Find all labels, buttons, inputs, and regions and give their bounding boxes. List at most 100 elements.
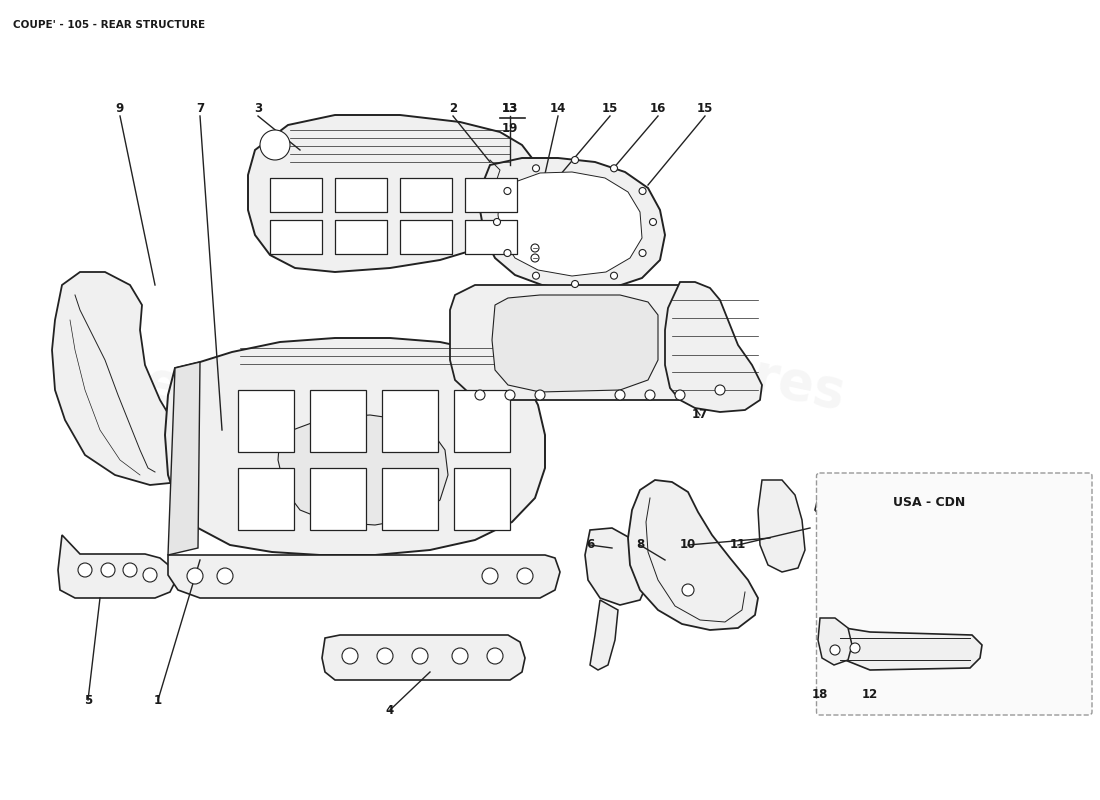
Bar [270, 178, 322, 212]
Bar [400, 178, 452, 212]
Bar [382, 468, 438, 530]
Circle shape [452, 648, 468, 664]
Text: 17: 17 [692, 409, 708, 422]
Circle shape [517, 568, 534, 584]
Circle shape [78, 563, 92, 577]
Bar [382, 390, 438, 452]
Text: 15: 15 [696, 102, 713, 114]
Circle shape [187, 568, 204, 584]
Polygon shape [666, 282, 762, 412]
Circle shape [572, 157, 579, 163]
Circle shape [639, 187, 646, 194]
Circle shape [475, 390, 485, 400]
Bar [238, 390, 294, 452]
Text: 13: 13 [502, 102, 518, 114]
Polygon shape [830, 628, 982, 670]
Polygon shape [585, 528, 648, 605]
Text: 1: 1 [154, 694, 162, 706]
Circle shape [217, 568, 233, 584]
Text: 3: 3 [254, 102, 262, 114]
Bar [465, 178, 517, 212]
Text: 19: 19 [502, 122, 518, 134]
Polygon shape [590, 600, 618, 670]
Bar [454, 390, 510, 452]
Circle shape [494, 218, 501, 226]
Polygon shape [212, 472, 230, 528]
Circle shape [487, 648, 503, 664]
Polygon shape [818, 618, 852, 665]
Bar [336, 220, 387, 254]
Polygon shape [52, 272, 195, 485]
Circle shape [101, 563, 116, 577]
Text: 7: 7 [196, 102, 205, 114]
Circle shape [123, 563, 138, 577]
Polygon shape [168, 555, 560, 598]
Polygon shape [248, 115, 538, 272]
Polygon shape [218, 430, 242, 472]
Circle shape [830, 645, 840, 655]
Text: 9: 9 [116, 102, 124, 114]
Text: 12: 12 [862, 689, 878, 702]
Bar [454, 468, 510, 530]
Text: 11: 11 [730, 538, 746, 551]
Polygon shape [168, 362, 200, 555]
Polygon shape [758, 480, 805, 572]
Text: USA - CDN: USA - CDN [893, 496, 966, 509]
Circle shape [615, 390, 625, 400]
Text: 14: 14 [550, 102, 566, 114]
Circle shape [531, 254, 539, 262]
Text: 10: 10 [680, 538, 696, 551]
Bar [238, 468, 294, 530]
Text: COUPE' - 105 - REAR STRUCTURE: COUPE' - 105 - REAR STRUCTURE [13, 20, 206, 30]
Text: eurospares: eurospares [140, 356, 476, 476]
Circle shape [412, 648, 428, 664]
Polygon shape [498, 172, 642, 276]
Text: 4: 4 [386, 703, 394, 717]
Polygon shape [480, 158, 666, 290]
Circle shape [850, 643, 860, 653]
Circle shape [675, 390, 685, 400]
Circle shape [532, 165, 539, 172]
Text: 13: 13 [502, 102, 518, 114]
Polygon shape [450, 285, 710, 400]
Text: 5: 5 [84, 694, 92, 706]
Bar [270, 220, 322, 254]
Polygon shape [165, 338, 544, 555]
Circle shape [645, 390, 654, 400]
Polygon shape [322, 635, 525, 680]
Circle shape [649, 218, 657, 226]
Circle shape [505, 390, 515, 400]
Bar [336, 178, 387, 212]
Text: 18: 18 [812, 689, 828, 702]
Circle shape [377, 648, 393, 664]
Bar [310, 468, 366, 530]
Polygon shape [815, 488, 948, 610]
Text: eurospares: eurospares [514, 300, 850, 420]
Circle shape [610, 165, 617, 172]
Circle shape [682, 584, 694, 596]
Polygon shape [492, 295, 658, 392]
Circle shape [504, 250, 512, 257]
Circle shape [260, 130, 290, 160]
FancyBboxPatch shape [816, 473, 1092, 715]
Polygon shape [58, 535, 175, 598]
Bar [310, 390, 366, 452]
Polygon shape [628, 480, 758, 630]
Text: 2: 2 [449, 102, 458, 114]
Circle shape [572, 281, 579, 287]
Text: 6: 6 [586, 538, 594, 551]
Circle shape [504, 187, 512, 194]
Circle shape [535, 390, 544, 400]
Bar [400, 220, 452, 254]
Text: 16: 16 [650, 102, 667, 114]
Circle shape [610, 272, 617, 279]
Text: 15: 15 [602, 102, 618, 114]
Circle shape [639, 250, 646, 257]
Circle shape [531, 244, 539, 252]
Circle shape [482, 568, 498, 584]
Circle shape [715, 385, 725, 395]
Circle shape [143, 568, 157, 582]
Circle shape [342, 648, 358, 664]
Text: 8: 8 [636, 538, 645, 551]
Bar [465, 220, 517, 254]
